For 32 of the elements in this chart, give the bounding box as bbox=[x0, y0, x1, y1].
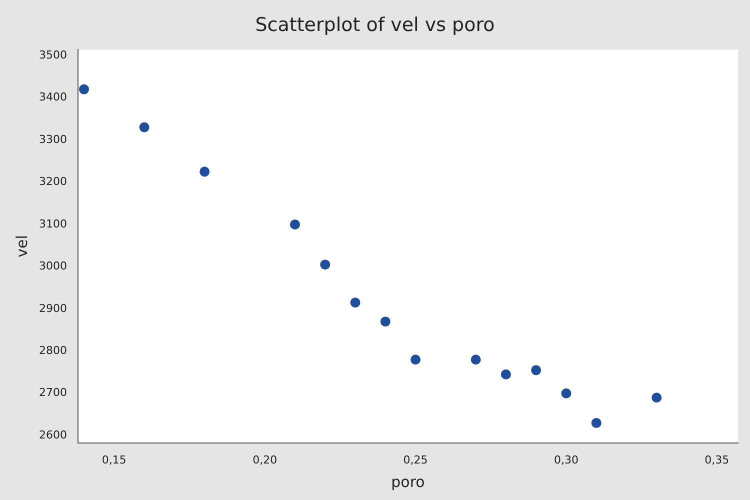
y-tick-label: 2800 bbox=[38, 344, 67, 358]
point bbox=[652, 392, 662, 403]
point bbox=[470, 354, 481, 365]
point bbox=[410, 354, 421, 365]
y-tick-label: 3200 bbox=[38, 175, 67, 188]
x-axis-title: poro bbox=[391, 472, 425, 491]
x-tick-label: 0,20 bbox=[252, 453, 278, 466]
y-tick-label: 3300 bbox=[38, 132, 67, 146]
point bbox=[79, 84, 90, 94]
y-tick-label: 2900 bbox=[38, 302, 67, 315]
point bbox=[350, 298, 360, 308]
y-tick-label: 3400 bbox=[38, 90, 67, 104]
y-tick-label: 3000 bbox=[38, 260, 67, 273]
point bbox=[531, 365, 542, 376]
point bbox=[561, 388, 572, 398]
chart-title: Scatterplot of vel vs poro bbox=[254, 14, 496, 36]
point bbox=[290, 219, 300, 230]
point bbox=[500, 369, 511, 380]
x-tick-label: 0,25 bbox=[403, 453, 428, 466]
point bbox=[320, 260, 330, 270]
point bbox=[380, 316, 390, 327]
y-tick-label: 3100 bbox=[38, 217, 67, 230]
x-tick-label: 0,30 bbox=[554, 453, 578, 466]
x-tick-label: 0,35 bbox=[704, 453, 730, 466]
y-tick-label: 2700 bbox=[38, 386, 67, 400]
y-axis-title: vel bbox=[12, 235, 31, 258]
x-tick-label: 0,15 bbox=[102, 453, 126, 466]
point bbox=[139, 122, 150, 132]
point bbox=[591, 418, 602, 428]
point bbox=[200, 166, 210, 177]
y-tick-label: 2600 bbox=[38, 428, 67, 442]
y-tick-label: 3500 bbox=[38, 48, 67, 62]
